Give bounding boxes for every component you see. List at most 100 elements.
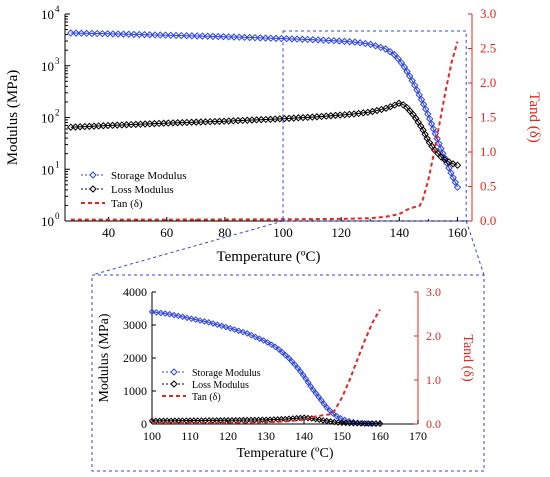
data-point	[441, 154, 449, 162]
connector-right	[465, 220, 485, 276]
series-tan	[151, 309, 381, 424]
data-point	[447, 169, 455, 177]
y2-tick-label: 2.0	[480, 75, 496, 90]
data-point	[318, 397, 325, 404]
series-storage-modulus	[67, 29, 462, 191]
data-point	[230, 33, 238, 41]
data-point	[424, 110, 432, 118]
x-tick-label: 130	[257, 429, 275, 443]
data-point	[451, 178, 460, 187]
data-point	[453, 183, 462, 191]
data-point	[419, 100, 428, 109]
data-point	[386, 48, 394, 56]
data-point	[88, 29, 96, 38]
y2-tick-label: 1.5	[480, 110, 496, 125]
data-point	[395, 99, 403, 107]
series-line	[70, 102, 458, 166]
y2-axis-label: Tand (δ)	[460, 334, 475, 382]
data-point	[302, 375, 310, 383]
x-tick-label: 120	[331, 225, 351, 240]
data-point	[288, 35, 296, 43]
data-point	[449, 160, 457, 168]
data-point	[413, 86, 421, 94]
data-point	[356, 39, 364, 47]
data-point	[67, 29, 75, 37]
data-point	[182, 32, 191, 40]
data-point	[275, 346, 283, 353]
data-point	[124, 30, 133, 38]
data-point	[278, 348, 286, 356]
data-point	[248, 331, 255, 339]
data-point	[235, 33, 243, 41]
data-point	[201, 318, 208, 325]
legend-marker	[170, 380, 178, 388]
data-point	[320, 400, 328, 408]
data-point	[153, 309, 160, 316]
series-storage-modulus	[148, 308, 384, 428]
data-point	[366, 40, 375, 49]
data-point	[264, 339, 271, 346]
x-tick-label: 170	[409, 429, 427, 443]
data-point	[307, 382, 314, 390]
data-point	[196, 317, 204, 324]
zoom-region-box	[282, 30, 467, 222]
data-point	[314, 36, 322, 44]
data-point	[198, 32, 207, 40]
y2-axis-label: Tand (δ)	[526, 92, 542, 143]
legend-entry: Tan (δ)	[192, 392, 221, 403]
data-point	[72, 29, 80, 37]
data-point	[299, 371, 307, 379]
data-point	[426, 115, 434, 123]
data-point	[390, 51, 399, 59]
y2-tick-label: 0.5	[480, 179, 496, 194]
data-point	[415, 91, 423, 99]
series-tan	[70, 41, 459, 221]
y-tick-label: 10	[41, 7, 54, 22]
data-point	[437, 144, 445, 153]
series-line	[151, 311, 381, 425]
data-point	[333, 412, 341, 420]
data-point	[256, 335, 263, 342]
data-point	[156, 31, 164, 39]
data-point	[161, 31, 170, 39]
data-point	[345, 417, 353, 425]
series-line	[151, 309, 381, 424]
x-tick-label: 160	[448, 225, 468, 240]
data-point	[435, 139, 443, 148]
data-point	[226, 324, 234, 332]
x-tick-label: 160	[371, 429, 389, 443]
y2-tick-label: 1.0	[426, 373, 441, 387]
data-point	[376, 43, 385, 52]
data-point	[334, 419, 342, 426]
x-tick-label: 140	[295, 429, 313, 443]
data-point	[345, 38, 354, 46]
data-point	[175, 312, 182, 320]
data-point	[103, 30, 112, 38]
y-axis-label: Modulus (MPa)	[5, 70, 21, 165]
y-tick-label: 10	[41, 162, 54, 177]
data-point	[252, 333, 259, 341]
data-point	[203, 32, 212, 40]
data-point	[272, 34, 280, 43]
data-point	[335, 37, 343, 45]
data-point	[422, 105, 430, 113]
x-axis-label: Temperature (ºC)	[236, 446, 333, 461]
data-point	[439, 149, 447, 158]
data-point	[445, 158, 453, 166]
data-point	[205, 319, 213, 326]
legend-entry: Storage Modulus	[192, 368, 261, 379]
data-point	[109, 30, 117, 38]
data-point	[177, 31, 186, 40]
data-point	[304, 379, 312, 386]
data-point	[151, 31, 159, 39]
series-loss-modulus	[67, 99, 462, 169]
series-line	[70, 32, 458, 188]
data-point	[340, 37, 349, 46]
data-point	[251, 33, 259, 42]
data-point	[449, 173, 457, 182]
data-point	[405, 72, 414, 80]
data-point	[294, 364, 302, 372]
x-tick-label: 40	[102, 225, 115, 240]
legend-entry: Storage Modulus	[111, 170, 186, 182]
data-point	[376, 420, 384, 427]
